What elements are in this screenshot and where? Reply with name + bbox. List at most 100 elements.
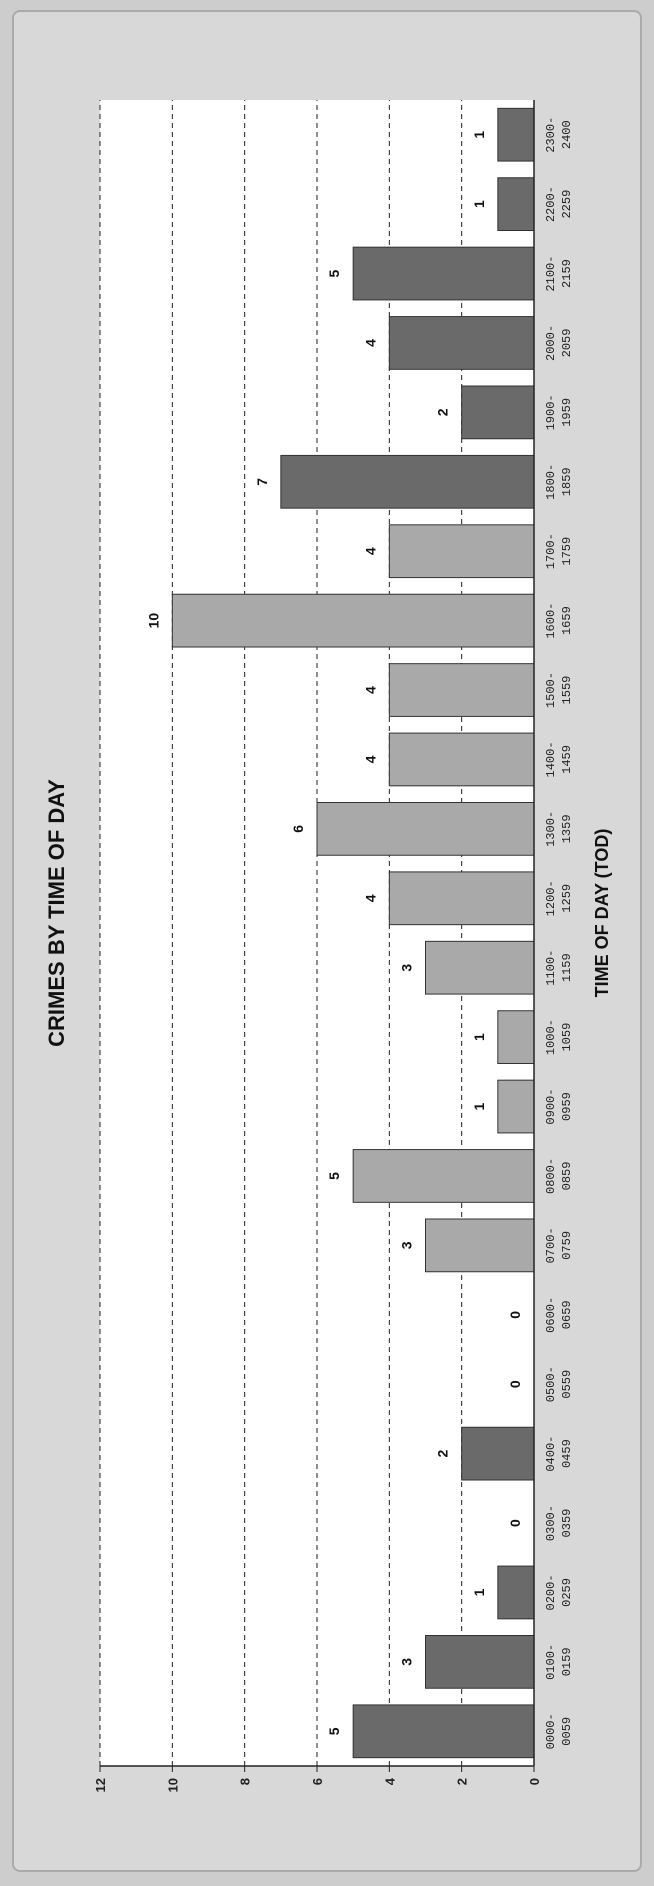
x-tick-label: 1559 [560,676,574,705]
data-label: 7 [254,478,270,486]
x-tick-label: 1400- [544,741,558,777]
data-label: 2 [435,408,451,416]
x-tick-label: 1000- [544,1019,558,1055]
bar [352,1704,535,1759]
data-label: 4 [362,339,378,347]
x-tick-label: 0459 [560,1439,574,1468]
y-tick-label: 6 [310,1778,325,1785]
x-tick-label: 1659 [560,606,574,635]
x-tick-label: 0700- [544,1227,558,1263]
bar [388,732,535,787]
x-tick-label: 0000- [544,1713,558,1749]
bar [497,1565,535,1620]
bar [352,1149,535,1203]
y-tick-label: 4 [382,1777,397,1785]
data-label: 1 [471,1033,487,1041]
x-tick-label: 2000- [544,325,558,361]
x-tick-label: 0659 [560,1300,574,1329]
x-tick-label: 1900- [544,394,558,430]
x-tick-label: 1059 [560,1023,574,1052]
bar [388,663,535,717]
data-label: 10 [145,613,161,629]
x-tick-label: 0359 [560,1509,574,1538]
x-tick-label: 0959 [560,1092,574,1121]
data-label: 5 [326,269,342,277]
x-tick-label: 2159 [560,259,574,288]
x-tick-label: 2259 [560,190,574,219]
bar [388,524,535,579]
bar [388,871,535,926]
x-tick-label: 0900- [544,1089,558,1125]
x-tick-label: 0559 [560,1370,574,1399]
bar [497,1010,535,1065]
x-tick-label: 1200- [544,880,558,916]
x-tick-label: 0859 [560,1162,574,1191]
data-label: 1 [471,1102,487,1110]
bar [497,107,535,162]
y-tick-label: 2 [455,1778,470,1785]
x-tick-label: 0100- [544,1644,558,1680]
x-tick-label: 1359 [560,814,574,843]
data-label: 5 [326,1172,342,1180]
x-tick-label: 1600- [544,603,558,639]
chart-title: CRIMES BY TIME OF DAY [44,779,69,1047]
bar [425,1218,535,1273]
y-tick-label: 10 [165,1778,180,1792]
y-tick-label: 0 [527,1778,542,1785]
data-label: 4 [362,547,378,555]
data-label: 3 [399,964,415,972]
x-tick-label: 1500- [544,672,558,708]
x-tick-label: 1800- [544,464,558,500]
x-tick-label: 1959 [560,398,574,427]
x-tick-label: 0800- [544,1158,558,1194]
data-label: 4 [362,894,378,902]
bar [461,385,535,440]
x-tick-label: 0300- [544,1505,558,1541]
x-tick-label: 0200- [544,1574,558,1610]
x-tick-label: 0400- [544,1436,558,1472]
data-label: 1 [471,200,487,208]
data-label: 4 [362,755,378,763]
data-label: 0 [507,1519,523,1527]
x-tick-label: 2300- [544,117,558,153]
data-label: 6 [290,825,306,833]
bar [280,454,535,509]
x-tick-label: 1100- [544,950,558,986]
x-tick-label: 1700- [544,533,558,569]
x-tick-label: 2059 [560,329,574,358]
data-label: 0 [507,1311,523,1319]
bar [316,801,535,856]
x-tick-label: 1300- [544,811,558,847]
y-tick-label: 12 [93,1778,108,1792]
bar [388,316,535,370]
data-label: 4 [362,686,378,694]
x-tick-label: 0159 [560,1647,574,1676]
data-label: 1 [471,1588,487,1596]
x-tick-label: 1259 [560,884,574,913]
plot-area [100,100,534,1766]
x-axis-label: TIME OF DAY (TOD) [592,829,612,998]
bar [352,246,535,301]
data-label: 0 [507,1380,523,1388]
x-tick-label: 0600- [544,1297,558,1333]
data-label: 2 [435,1450,451,1458]
bar [425,1634,535,1689]
x-tick-label: 0500- [544,1366,558,1402]
x-tick-label: 1759 [560,537,574,566]
x-tick-label: 2100- [544,256,558,292]
bar [497,1079,535,1134]
x-tick-label: 0059 [560,1717,574,1746]
data-label: 3 [399,1658,415,1666]
x-tick-label: 1859 [560,467,574,496]
data-label: 3 [399,1241,415,1249]
x-tick-label: 0259 [560,1578,574,1607]
data-label: 1 [471,131,487,139]
y-tick-label: 8 [238,1778,253,1785]
bar [425,940,535,995]
data-label: 5 [326,1727,342,1735]
x-tick-label: 1459 [560,745,574,774]
x-tick-label: 2200- [544,186,558,222]
x-tick-label: 0759 [560,1231,574,1260]
